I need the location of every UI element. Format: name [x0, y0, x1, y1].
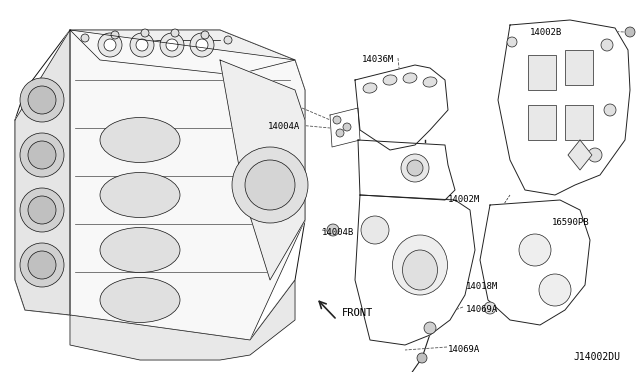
Circle shape [104, 39, 116, 51]
Circle shape [519, 234, 551, 266]
Circle shape [361, 216, 389, 244]
Circle shape [336, 129, 344, 137]
Ellipse shape [363, 83, 377, 93]
Text: 14036M: 14036M [362, 55, 394, 64]
Text: 14004B: 14004B [322, 228, 355, 237]
Polygon shape [358, 140, 455, 200]
Circle shape [401, 154, 429, 182]
Circle shape [343, 123, 351, 131]
Polygon shape [568, 140, 592, 170]
Text: 14069A: 14069A [466, 305, 499, 314]
Circle shape [160, 33, 184, 57]
Ellipse shape [100, 228, 180, 273]
Text: 14002B: 14002B [530, 28, 563, 37]
Polygon shape [498, 20, 630, 195]
Circle shape [20, 243, 64, 287]
Circle shape [196, 39, 208, 51]
Text: 16590PB: 16590PB [552, 218, 589, 227]
Polygon shape [15, 30, 70, 315]
Circle shape [190, 33, 214, 57]
Circle shape [201, 31, 209, 39]
Text: 14002M: 14002M [448, 195, 480, 204]
Polygon shape [220, 60, 305, 280]
Ellipse shape [403, 250, 438, 290]
Text: 14018M: 14018M [466, 282, 499, 291]
Circle shape [417, 353, 427, 363]
Circle shape [484, 302, 496, 314]
Polygon shape [355, 65, 448, 150]
Circle shape [333, 116, 341, 124]
Ellipse shape [100, 278, 180, 323]
Circle shape [20, 133, 64, 177]
Circle shape [28, 86, 56, 114]
Bar [565, 105, 593, 140]
Polygon shape [70, 30, 305, 340]
Circle shape [111, 31, 119, 39]
Polygon shape [480, 200, 590, 325]
Circle shape [171, 29, 179, 37]
Bar [565, 50, 593, 85]
Polygon shape [330, 108, 360, 147]
Circle shape [327, 224, 339, 236]
Circle shape [141, 29, 149, 37]
Ellipse shape [423, 77, 437, 87]
Polygon shape [70, 280, 295, 360]
Bar [528, 55, 556, 90]
Text: FRONT: FRONT [342, 308, 373, 318]
Circle shape [28, 251, 56, 279]
Circle shape [601, 39, 613, 51]
Bar [528, 105, 556, 140]
Polygon shape [15, 30, 305, 345]
Circle shape [604, 104, 616, 116]
Circle shape [625, 27, 635, 37]
Circle shape [20, 78, 64, 122]
Circle shape [424, 322, 436, 334]
Circle shape [28, 141, 56, 169]
Ellipse shape [100, 118, 180, 163]
Ellipse shape [403, 73, 417, 83]
Circle shape [224, 36, 232, 44]
Circle shape [81, 34, 89, 42]
Circle shape [20, 188, 64, 232]
Ellipse shape [392, 235, 447, 295]
Polygon shape [70, 30, 295, 75]
Circle shape [539, 274, 571, 306]
Circle shape [232, 147, 308, 223]
Ellipse shape [100, 173, 180, 218]
Text: 14004A: 14004A [268, 122, 300, 131]
Polygon shape [355, 195, 475, 345]
Ellipse shape [383, 75, 397, 85]
Circle shape [136, 39, 148, 51]
Circle shape [130, 33, 154, 57]
Circle shape [507, 37, 517, 47]
Circle shape [588, 148, 602, 162]
Circle shape [28, 196, 56, 224]
Circle shape [98, 33, 122, 57]
Circle shape [166, 39, 178, 51]
Circle shape [407, 160, 423, 176]
Text: 14069A: 14069A [448, 345, 480, 354]
Circle shape [245, 160, 295, 210]
Text: J14002DU: J14002DU [573, 352, 620, 362]
